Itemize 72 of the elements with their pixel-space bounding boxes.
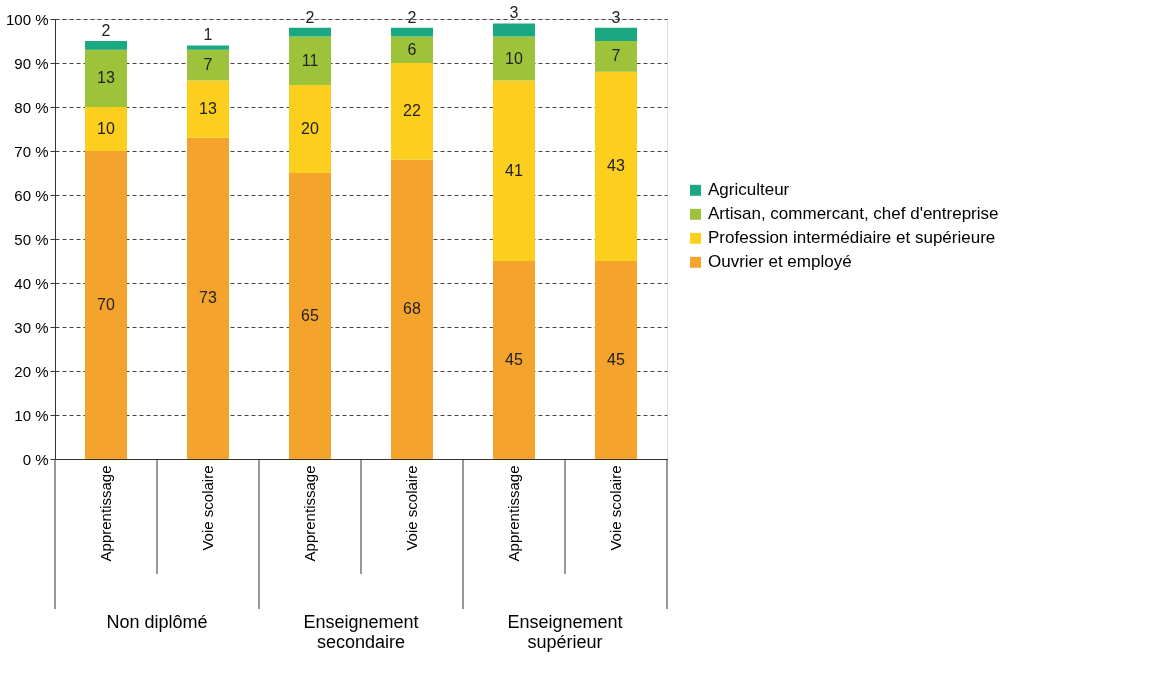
- y-tick-label: 60 %: [14, 186, 49, 204]
- bar: [391, 63, 433, 160]
- y-tick-label: 10 %: [14, 406, 49, 424]
- data-label: 2: [305, 8, 315, 26]
- bar: [289, 36, 331, 85]
- bar: [289, 173, 331, 459]
- y-tick-label: 100 %: [5, 10, 49, 28]
- y-tick-label: 90 %: [14, 54, 49, 72]
- data-label: 73: [199, 289, 217, 307]
- data-label: 68: [403, 300, 421, 318]
- text: Enseignement secondaire: [303, 612, 419, 652]
- data-label: 3: [509, 4, 519, 22]
- data-label: 13: [199, 100, 217, 118]
- bar: [85, 41, 127, 50]
- bar: [187, 45, 229, 50]
- x-tick-label: Voie scolaire: [199, 465, 216, 551]
- data-label: 45: [505, 351, 523, 368]
- y-tick-label: 80 %: [14, 98, 49, 116]
- legend-label: Agriculteur: [708, 180, 790, 200]
- bar: [391, 36, 433, 63]
- data-label: 65: [301, 307, 319, 324]
- x-tick-label: Apprentissage: [97, 465, 114, 562]
- data-label: 10: [505, 49, 523, 67]
- bar: [187, 137, 229, 459]
- x-tick-label: Apprentissage: [505, 465, 522, 562]
- x-tick-label: Voie scolaire: [607, 465, 624, 551]
- bar: [493, 261, 535, 459]
- bar: [493, 80, 535, 261]
- bar: [85, 107, 127, 151]
- legend-label: Profession intermédiaire et supérieure: [708, 228, 996, 248]
- data-label: 3: [611, 8, 621, 26]
- data-label: 10: [97, 120, 115, 137]
- data-label: 7: [203, 56, 213, 74]
- data-label: 20: [301, 120, 319, 137]
- data-label: 2: [407, 8, 417, 26]
- data-label: 1: [203, 26, 213, 44]
- data-label: 22: [403, 102, 421, 120]
- bar: [493, 36, 535, 81]
- data-label: 6: [407, 40, 417, 58]
- y-tick-label: 40 %: [14, 274, 49, 292]
- legend-label: Ouvrier et employé: [708, 252, 852, 272]
- legend-label: Artisan, commercant, chef d'entreprise: [708, 204, 999, 224]
- x-tick-label: Voie scolaire: [403, 465, 420, 551]
- bar: [289, 27, 331, 37]
- bar: [595, 41, 637, 72]
- bar: [595, 261, 637, 459]
- bar: [85, 151, 127, 459]
- y-tick-label: 50 %: [14, 230, 49, 248]
- bar: [493, 23, 535, 37]
- data-label: 70: [97, 296, 115, 313]
- y-tick-label: 20 %: [14, 362, 49, 380]
- bar: [85, 49, 127, 107]
- y-tick-label: 30 %: [14, 318, 49, 336]
- bar: [187, 49, 229, 81]
- data-label: 43: [607, 157, 625, 175]
- data-label: 2: [101, 22, 111, 39]
- y-tick-label: 0 %: [22, 450, 49, 468]
- data-label: 13: [97, 69, 115, 87]
- text: Enseignement supérieur: [507, 612, 623, 652]
- bar: [595, 71, 637, 261]
- bar: [391, 27, 433, 37]
- data-label: 45: [607, 351, 625, 368]
- text: Non diplômé: [106, 612, 208, 632]
- y-tick-label: 70 %: [14, 142, 49, 160]
- x-tick-label: Apprentissage: [301, 465, 318, 562]
- bar: [187, 80, 229, 138]
- bar: [391, 159, 433, 459]
- data-label: 41: [505, 161, 523, 179]
- bar: [289, 85, 331, 173]
- bar: [595, 27, 637, 41]
- data-label: 11: [301, 51, 319, 69]
- data-label: 7: [611, 47, 621, 65]
